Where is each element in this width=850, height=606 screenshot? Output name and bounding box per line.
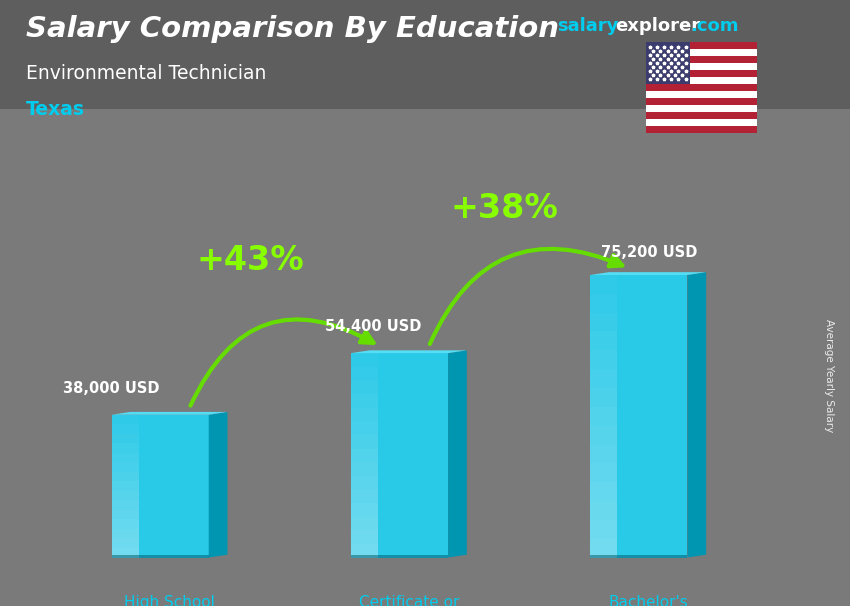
FancyBboxPatch shape — [590, 350, 617, 369]
Polygon shape — [351, 350, 467, 353]
Text: Environmental Technician: Environmental Technician — [26, 64, 266, 82]
Bar — [646, 78, 756, 84]
FancyBboxPatch shape — [351, 476, 378, 490]
FancyBboxPatch shape — [111, 539, 139, 548]
FancyBboxPatch shape — [111, 472, 139, 481]
FancyBboxPatch shape — [590, 554, 688, 558]
FancyBboxPatch shape — [111, 501, 139, 510]
FancyBboxPatch shape — [111, 548, 139, 558]
FancyBboxPatch shape — [351, 381, 378, 394]
Bar — [646, 64, 756, 70]
Text: +43%: +43% — [196, 244, 303, 277]
Bar — [646, 42, 756, 50]
FancyBboxPatch shape — [590, 331, 617, 350]
FancyBboxPatch shape — [111, 434, 139, 444]
FancyBboxPatch shape — [351, 435, 378, 448]
Text: High School: High School — [124, 595, 215, 606]
Polygon shape — [688, 272, 706, 558]
Text: +38%: +38% — [450, 191, 558, 225]
FancyBboxPatch shape — [590, 369, 617, 388]
FancyBboxPatch shape — [590, 445, 617, 464]
Polygon shape — [448, 350, 467, 558]
Bar — [646, 50, 756, 56]
FancyBboxPatch shape — [351, 462, 378, 476]
FancyBboxPatch shape — [351, 394, 378, 408]
FancyBboxPatch shape — [111, 462, 139, 472]
FancyBboxPatch shape — [351, 517, 378, 530]
Text: 54,400 USD: 54,400 USD — [325, 319, 421, 335]
Bar — [646, 84, 756, 92]
FancyBboxPatch shape — [351, 554, 448, 558]
FancyArrowPatch shape — [190, 319, 374, 405]
FancyBboxPatch shape — [590, 464, 617, 482]
FancyBboxPatch shape — [590, 520, 617, 539]
FancyBboxPatch shape — [590, 388, 617, 407]
FancyBboxPatch shape — [590, 501, 617, 520]
Text: Salary Comparison By Education: Salary Comparison By Education — [26, 15, 558, 43]
Text: explorer: explorer — [615, 17, 700, 35]
Bar — [646, 112, 756, 119]
FancyBboxPatch shape — [351, 408, 378, 421]
FancyBboxPatch shape — [590, 313, 617, 331]
FancyBboxPatch shape — [111, 510, 139, 519]
FancyBboxPatch shape — [111, 519, 139, 529]
FancyBboxPatch shape — [590, 539, 617, 558]
Bar — [646, 92, 756, 98]
FancyBboxPatch shape — [351, 503, 378, 517]
FancyBboxPatch shape — [111, 529, 139, 539]
Bar — [646, 126, 756, 133]
FancyBboxPatch shape — [590, 275, 688, 558]
Text: Texas: Texas — [26, 100, 84, 119]
Polygon shape — [209, 412, 228, 558]
Text: .com: .com — [690, 17, 739, 35]
Text: Bachelor's
Degree: Bachelor's Degree — [609, 595, 689, 606]
FancyBboxPatch shape — [590, 425, 617, 445]
FancyBboxPatch shape — [590, 407, 617, 425]
Text: salary: salary — [557, 17, 618, 35]
Bar — [646, 98, 756, 105]
FancyBboxPatch shape — [111, 444, 139, 453]
FancyBboxPatch shape — [111, 481, 139, 491]
FancyArrowPatch shape — [430, 249, 622, 344]
Text: 38,000 USD: 38,000 USD — [63, 381, 160, 396]
FancyBboxPatch shape — [351, 530, 378, 544]
FancyBboxPatch shape — [590, 482, 617, 501]
Text: Certificate or
Diploma: Certificate or Diploma — [359, 595, 459, 606]
FancyBboxPatch shape — [111, 554, 209, 558]
FancyBboxPatch shape — [111, 415, 209, 558]
Bar — [646, 119, 756, 126]
Bar — [646, 42, 690, 84]
Bar — [646, 70, 756, 78]
FancyBboxPatch shape — [111, 453, 139, 462]
Text: 75,200 USD: 75,200 USD — [602, 245, 698, 260]
FancyBboxPatch shape — [111, 491, 139, 501]
FancyBboxPatch shape — [351, 421, 378, 435]
FancyBboxPatch shape — [351, 490, 378, 503]
FancyBboxPatch shape — [351, 544, 378, 558]
Bar — [646, 105, 756, 112]
Bar — [646, 56, 756, 64]
Text: Average Yearly Salary: Average Yearly Salary — [824, 319, 834, 432]
Polygon shape — [590, 272, 706, 275]
Polygon shape — [111, 412, 228, 415]
FancyBboxPatch shape — [351, 448, 378, 462]
FancyBboxPatch shape — [351, 353, 448, 558]
